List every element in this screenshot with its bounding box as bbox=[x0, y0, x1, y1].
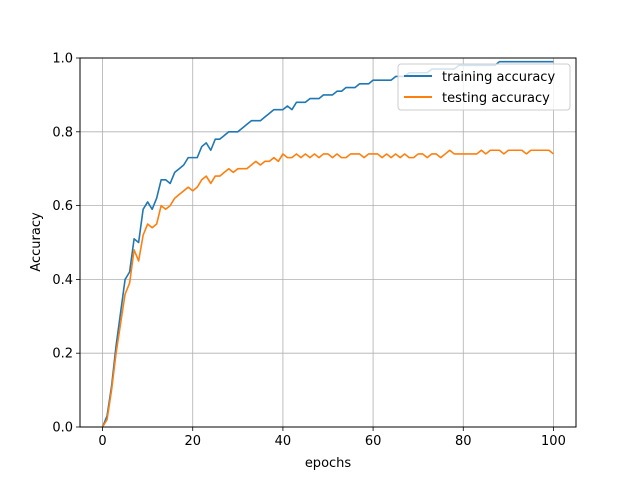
y-tick-label: 0.4 bbox=[52, 273, 73, 288]
x-axis-ticks: 0 20 40 60 80 100 bbox=[98, 427, 566, 449]
y-tick-label: 0.2 bbox=[52, 347, 73, 362]
x-tick-label: 80 bbox=[455, 434, 472, 449]
legend: training accuracy testing accuracy bbox=[397, 63, 571, 111]
legend-box bbox=[397, 63, 571, 111]
y-tick-label: 1.0 bbox=[52, 52, 73, 67]
y-tick-label: 0.0 bbox=[52, 421, 73, 436]
series-line-testing-accuracy bbox=[101, 149, 554, 428]
x-axis-label: epochs bbox=[305, 456, 352, 471]
y-tick-label: 0.8 bbox=[52, 125, 73, 140]
y-axis-ticks: 0.0 0.2 0.4 0.6 0.8 1.0 bbox=[52, 52, 80, 436]
x-tick-label: 0 bbox=[98, 434, 106, 449]
x-tick-label: 100 bbox=[541, 434, 566, 449]
x-tick-label: 60 bbox=[365, 434, 382, 449]
legend-label-testing: testing accuracy bbox=[442, 91, 550, 106]
legend-label-training: training accuracy bbox=[442, 70, 555, 85]
grid bbox=[80, 57, 576, 428]
plot-frame bbox=[79, 57, 577, 428]
y-tick-label: 0.6 bbox=[52, 199, 73, 214]
x-tick-label: 20 bbox=[184, 434, 201, 449]
x-tick-label: 40 bbox=[275, 434, 292, 449]
y-axis-label: Accuracy bbox=[29, 212, 44, 272]
